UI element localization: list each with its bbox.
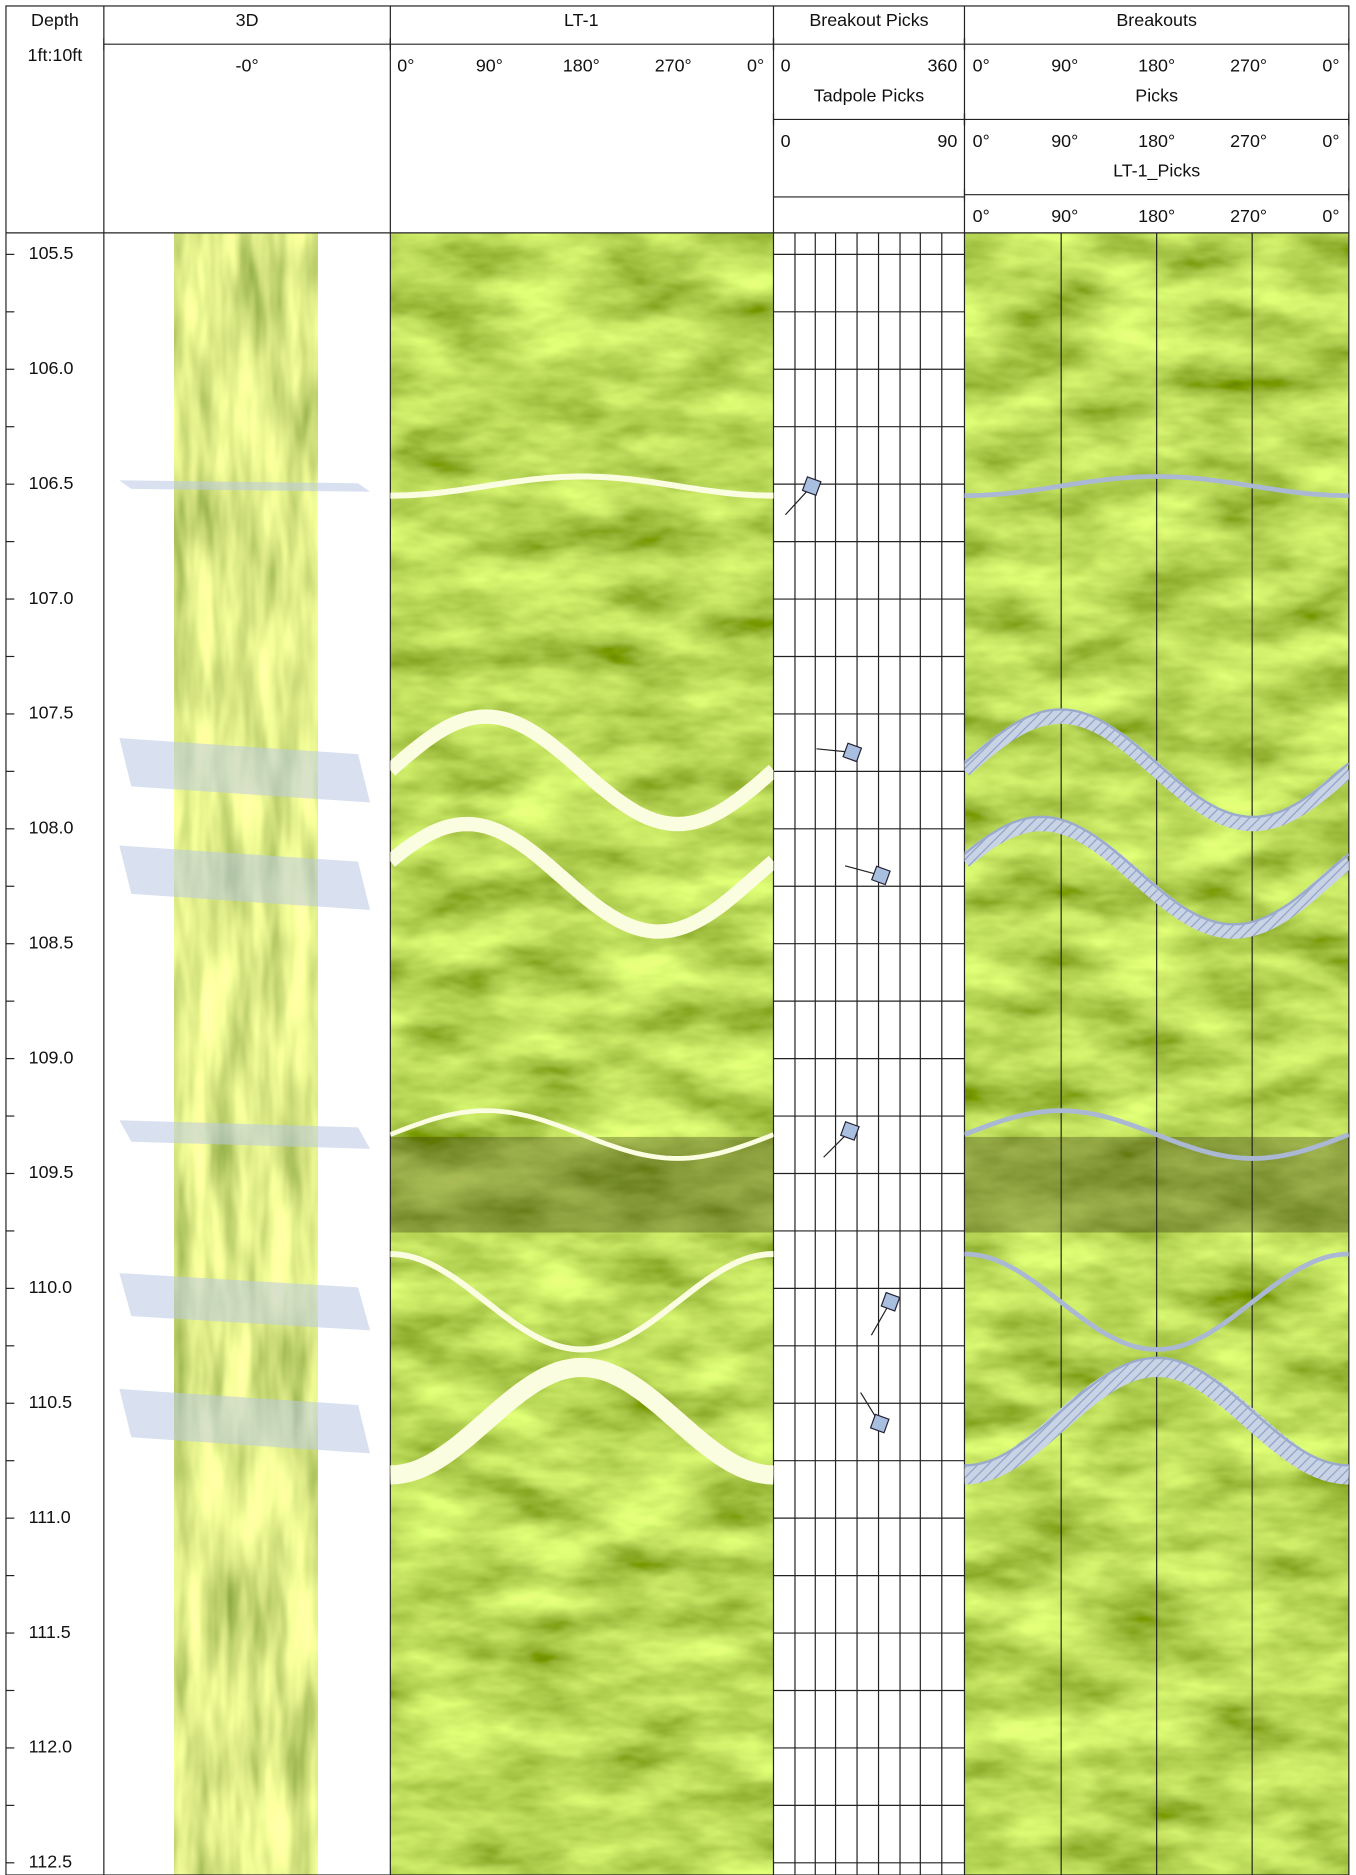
- scale-label: 90: [937, 131, 957, 151]
- scale-label: -0°: [236, 56, 259, 76]
- tadpole: [870, 865, 891, 886]
- fracture-pick-edge: [964, 1356, 1349, 1467]
- tadpole: [801, 476, 822, 497]
- scale-label: 90°: [1051, 206, 1078, 226]
- plane-3d: [119, 738, 371, 803]
- scale-label: 270°: [1230, 131, 1267, 151]
- fracture-trace: [390, 816, 774, 939]
- scale-label: 360: [927, 56, 957, 76]
- depth-label: 106.5: [29, 473, 74, 493]
- scale-label: 0°: [1322, 131, 1339, 151]
- scale-label: 0°: [973, 131, 990, 151]
- fracture-trace: [390, 1250, 774, 1353]
- track-title: Picks: [1135, 85, 1178, 105]
- tadpole: [842, 742, 863, 763]
- tadpole: [880, 1291, 901, 1312]
- scale-label: 0°: [1322, 56, 1339, 76]
- scale-label: 0°: [1322, 206, 1339, 226]
- scale-label: 180°: [563, 56, 600, 76]
- fracture-pick: [964, 816, 1349, 939]
- fracture-pick: [964, 709, 1349, 832]
- frame: [5, 5, 1350, 1875]
- fracture-trace: [390, 709, 774, 832]
- scale-label: 0°: [397, 56, 414, 76]
- fracture-pick: [964, 1251, 1349, 1352]
- track-title: 1ft:10ft: [28, 45, 83, 65]
- plane-3d: [119, 480, 371, 492]
- depth-label: 108.0: [29, 818, 74, 838]
- depth-label: 108.5: [29, 932, 74, 952]
- depth-label: 107.0: [29, 588, 74, 608]
- scale-label: 90°: [1051, 56, 1078, 76]
- track-title: Breakouts: [1116, 10, 1197, 30]
- depth-label: 109.5: [29, 1162, 74, 1182]
- fracture-trace: [390, 473, 774, 499]
- 3d-image: [174, 232, 318, 1875]
- scale-label: 90°: [1051, 131, 1078, 151]
- track-title: LT-1: [564, 10, 599, 30]
- track-title: Breakout Picks: [809, 10, 928, 30]
- scale-label: 270°: [655, 56, 692, 76]
- plane-3d: [119, 1120, 371, 1149]
- tadpole: [839, 1121, 860, 1141]
- tadpole: [869, 1413, 890, 1434]
- dark-band: [390, 1136, 774, 1233]
- lt1-image: [390, 232, 774, 1875]
- depth-label: 107.5: [29, 703, 74, 723]
- scale-label: 0°: [747, 56, 764, 76]
- depth-label: 112.5: [29, 1852, 72, 1872]
- depth-label: 111.0: [29, 1507, 71, 1527]
- track-title: LT-1_Picks: [1113, 161, 1200, 182]
- fracture-trace: [390, 1357, 774, 1485]
- depth-label: 106.0: [29, 358, 74, 378]
- depth-label: 111.5: [29, 1622, 71, 1642]
- scale-label: 0: [781, 131, 791, 151]
- fracture-pick: [964, 1108, 1349, 1161]
- fracture-pick: [964, 474, 1349, 499]
- track-title: Depth: [31, 10, 79, 30]
- scale-label: 270°: [1230, 206, 1267, 226]
- scale-label: 180°: [1138, 56, 1175, 76]
- depth-label: 112.0: [29, 1737, 72, 1757]
- track-title: 3D: [236, 10, 259, 30]
- depth-label: 110.0: [29, 1277, 72, 1297]
- scale-label: 90°: [476, 56, 503, 76]
- track-title: Tadpole Picks: [814, 85, 924, 105]
- depth-label: 109.0: [29, 1047, 74, 1067]
- scale-label: 0°: [973, 56, 990, 76]
- fracture-pick-edge: [964, 708, 1349, 819]
- plane-3d: [119, 1388, 371, 1454]
- scale-label: 270°: [1230, 56, 1267, 76]
- fracture-pick-edge: [964, 815, 1349, 926]
- depth-label: 110.5: [29, 1392, 72, 1412]
- scale-label: 0: [781, 56, 791, 76]
- tadpole-track: [773, 232, 965, 1875]
- fracture-trace: [390, 1108, 774, 1161]
- fracture-pick: [964, 1357, 1349, 1485]
- scale-label: 180°: [1138, 206, 1175, 226]
- scale-label: 0°: [973, 206, 990, 226]
- depth-label: 105.5: [29, 243, 74, 263]
- scale-label: 180°: [1138, 131, 1175, 151]
- plane-3d: [119, 1273, 371, 1331]
- plane-3d: [119, 845, 371, 911]
